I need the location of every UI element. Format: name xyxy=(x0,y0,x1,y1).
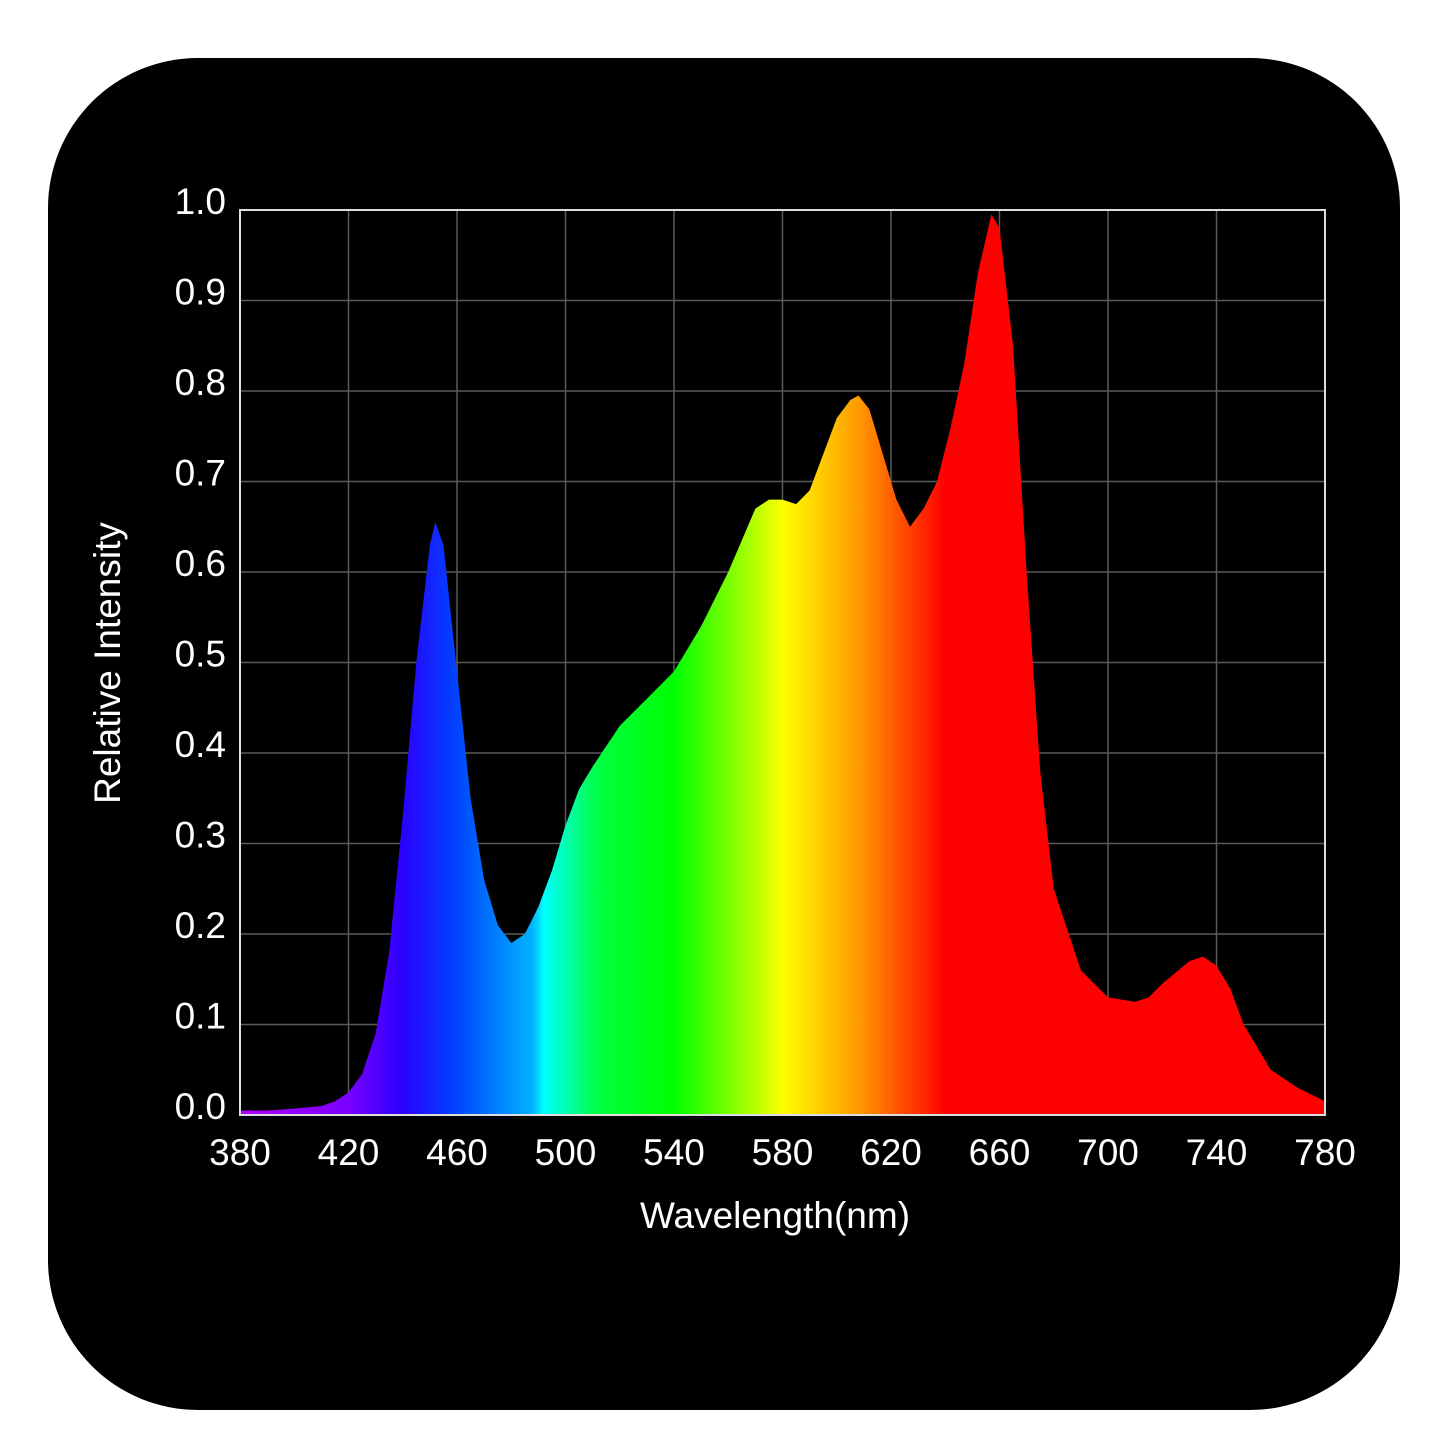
x-tick-label: 420 xyxy=(318,1132,380,1173)
y-tick-label: 0.7 xyxy=(175,452,226,493)
x-tick-label: 460 xyxy=(426,1132,488,1173)
x-tick-label: 380 xyxy=(209,1132,271,1173)
y-tick-label: 0.1 xyxy=(175,995,226,1036)
x-tick-label: 620 xyxy=(860,1132,922,1173)
y-tick-label: 0.9 xyxy=(175,271,226,312)
y-tick-label: 0.3 xyxy=(175,814,226,855)
x-tick-label: 500 xyxy=(535,1132,597,1173)
y-tick-label: 0.4 xyxy=(175,724,226,765)
y-tick-label: 0.0 xyxy=(175,1086,226,1127)
x-tick-label: 740 xyxy=(1186,1132,1248,1173)
spectrum-area xyxy=(240,214,1325,1115)
x-tick-label: 660 xyxy=(969,1132,1031,1173)
y-tick-label: 0.2 xyxy=(175,905,226,946)
x-tick-label: 700 xyxy=(1077,1132,1139,1173)
y-tick-label: 1.0 xyxy=(175,181,226,222)
x-tick-label: 780 xyxy=(1294,1132,1356,1173)
x-tick-label: 540 xyxy=(643,1132,705,1173)
y-tick-label: 0.8 xyxy=(175,362,226,403)
y-tick-label: 0.5 xyxy=(175,633,226,674)
x-axis-label: Wavelength(nm) xyxy=(640,1195,910,1236)
plot-frame xyxy=(239,209,1326,1116)
y-axis-label: Relative Intensity xyxy=(87,522,128,804)
y-tick-label: 0.6 xyxy=(175,543,226,584)
x-tick-label: 580 xyxy=(752,1132,814,1173)
